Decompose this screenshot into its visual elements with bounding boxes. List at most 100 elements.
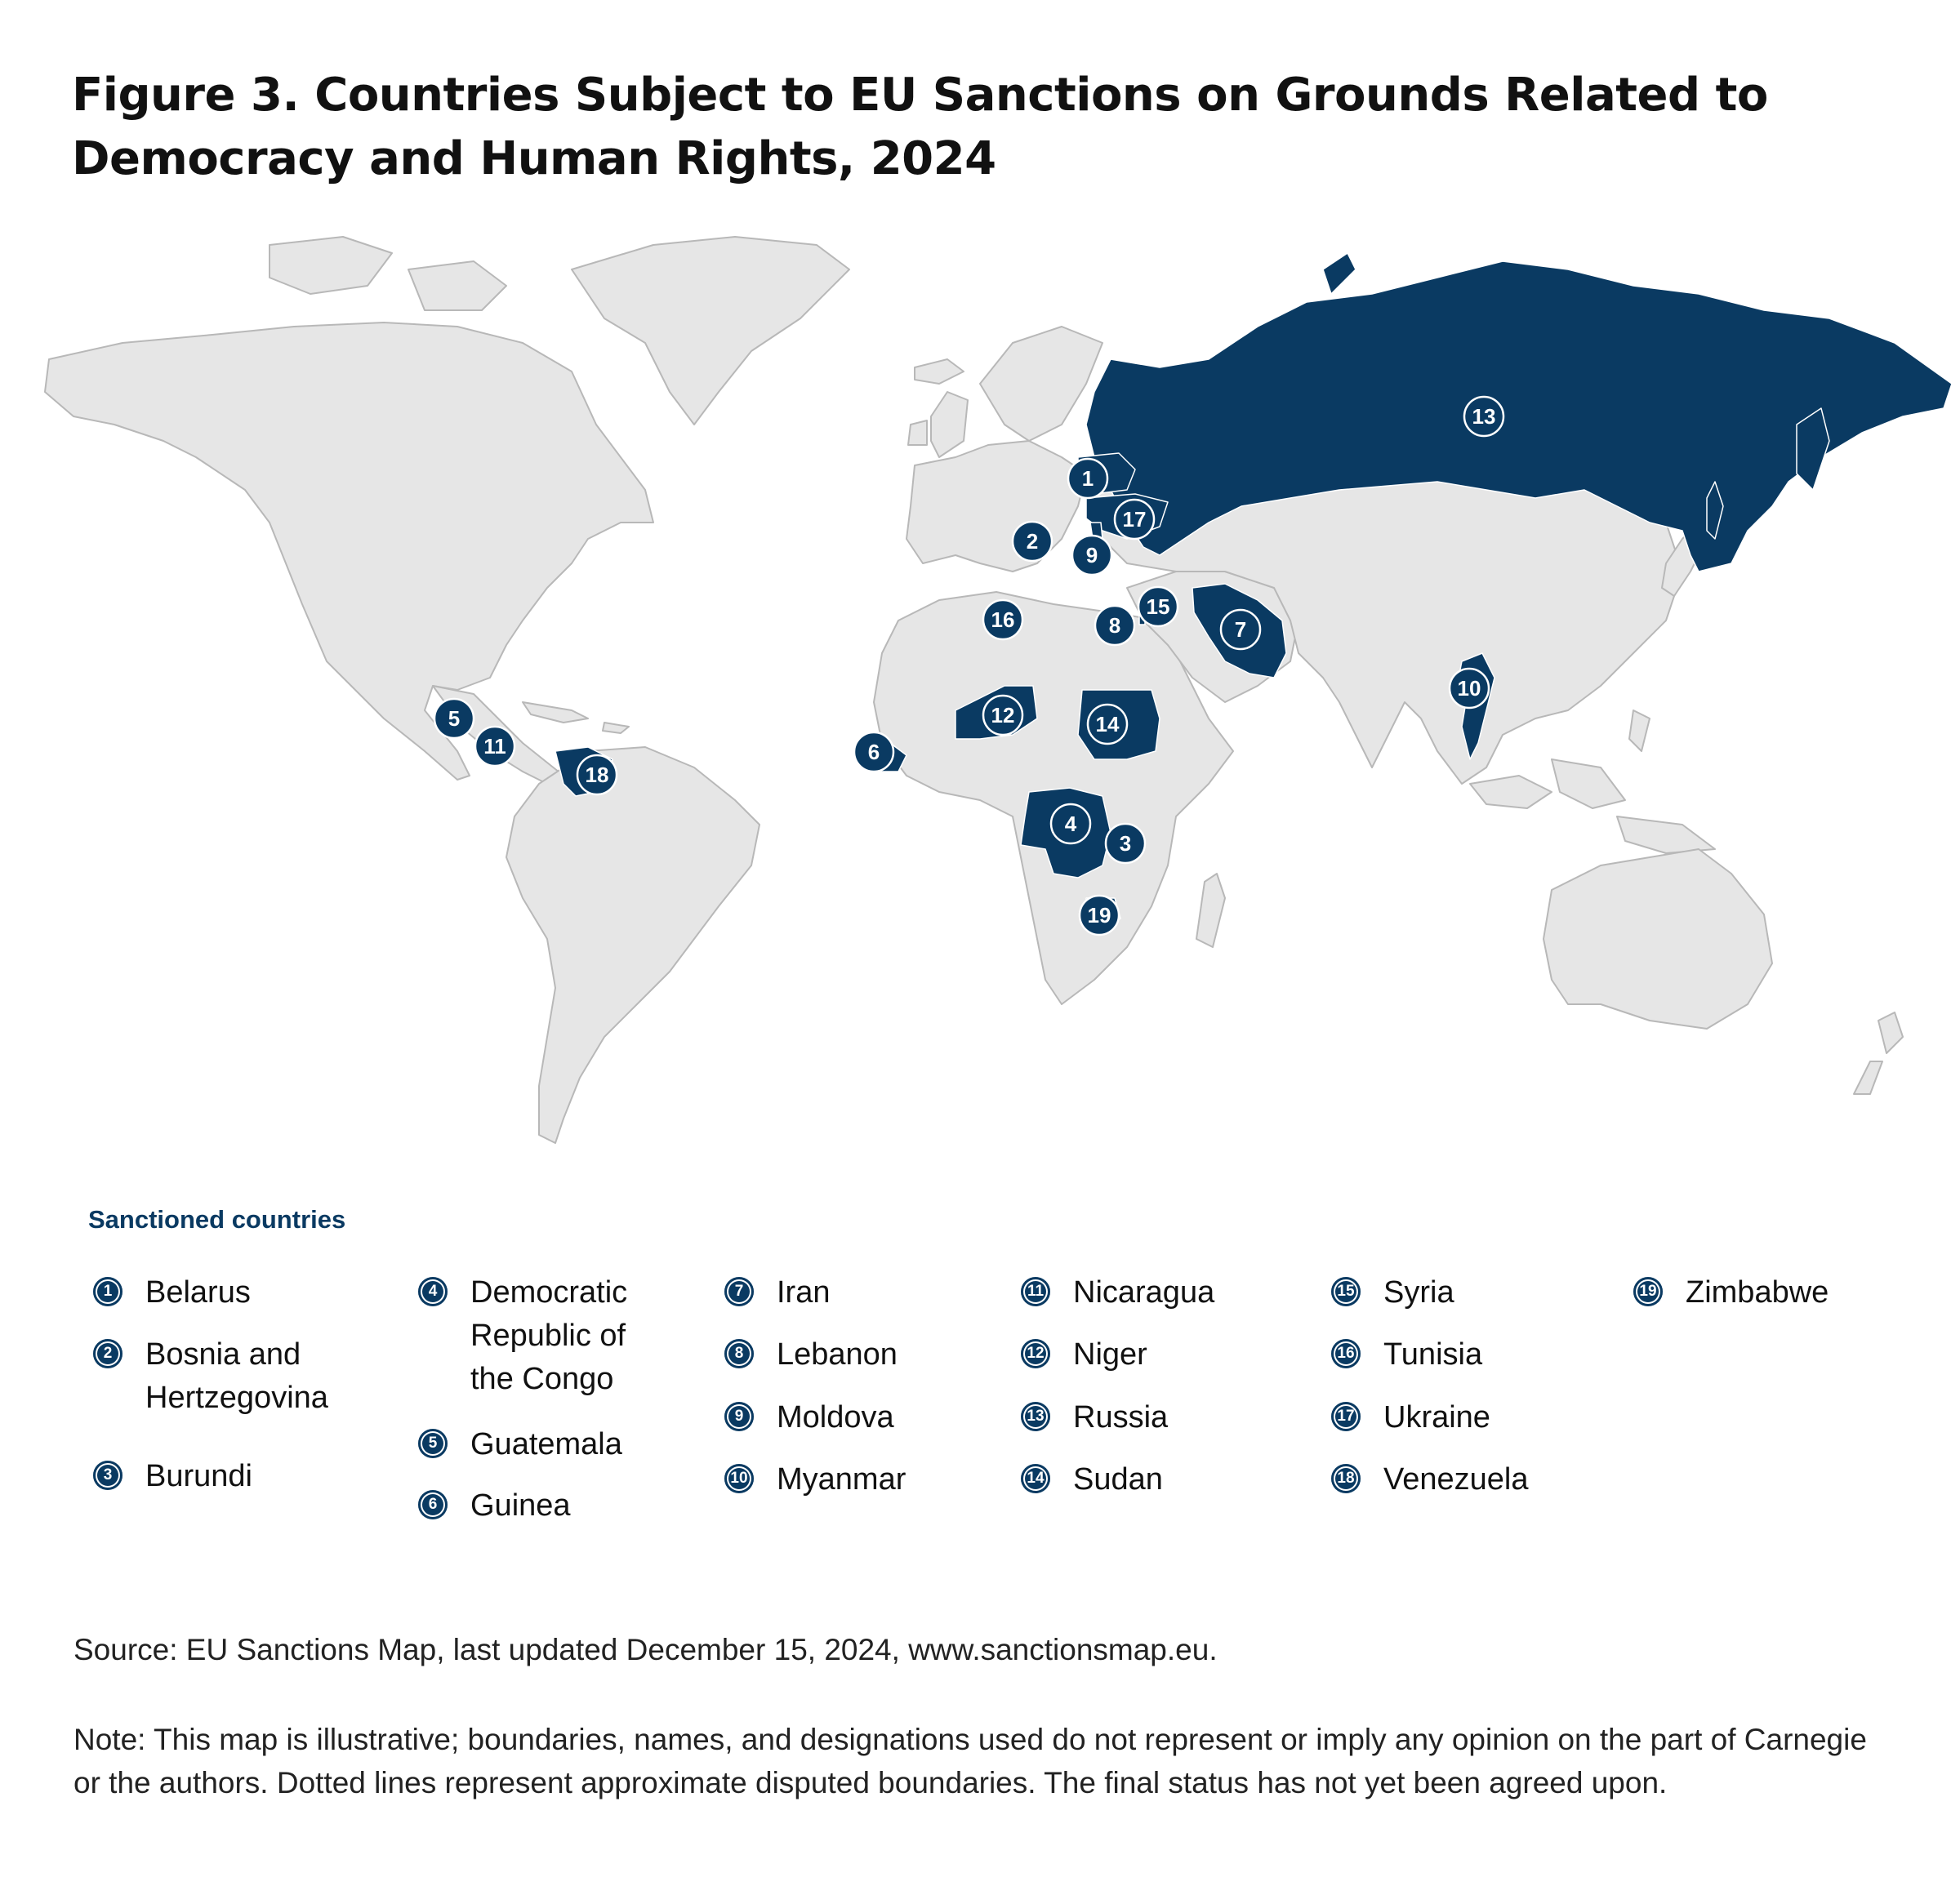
marker-7: 7 [1219,608,1262,651]
legend-item-bosnia: 2 Bosnia and Hertzegovina [93,1333,390,1420]
legend-item-venezuela: 18 Venezuela [1331,1458,1596,1501]
legend-badge: 6 [418,1490,448,1519]
legend-label: Lebanon [777,1337,898,1372]
marker-11: 11 [474,725,516,767]
legend-label: Democratic Republic of the Congo [470,1275,628,1396]
legend-item-iran: 7 Iran [724,1271,989,1314]
marker-1-label: 1 [1082,466,1094,491]
legend-badge: 18 [1331,1464,1361,1493]
note-text: Note: This map is illustrative; boundari… [74,1723,1867,1799]
marker-14-label: 14 [1096,712,1120,736]
marker-2: 2 [1011,520,1054,563]
legend-item-moldova: 9 Moldova [724,1396,989,1439]
legend-item-nicaragua: 11 Nicaragua [1021,1271,1285,1314]
legend-badge: 10 [724,1464,754,1493]
legend-label: Myanmar [777,1462,906,1497]
marker-17-label: 17 [1123,507,1147,532]
legend-item-syria: 15 Syria [1331,1271,1596,1314]
legend-item-burundi: 3 Burundi [93,1455,399,1498]
marker-5-label: 5 [448,706,460,731]
marker-17: 17 [1113,498,1156,540]
marker-14: 14 [1086,703,1129,745]
legend-badge: 13 [1021,1402,1050,1431]
marker-9: 9 [1071,534,1113,576]
marker-4-label: 4 [1065,812,1077,836]
australia [1543,848,1773,1030]
marker-15: 15 [1137,585,1179,628]
legend-badge: 4 [418,1277,448,1306]
uk-ireland [907,391,969,458]
marker-6: 6 [853,731,895,773]
legend-label: Syria [1383,1275,1454,1310]
legend-badge: 5 [418,1429,448,1458]
marker-8: 8 [1094,604,1136,647]
marker-8-label: 8 [1109,613,1120,638]
marker-12: 12 [982,694,1024,736]
russia-shape [1085,260,1953,572]
legend-badge: 11 [1021,1277,1050,1306]
legend-item-guinea: 6 Guinea [418,1484,683,1528]
legend-label: Moldova [777,1400,894,1435]
new-zealand [1853,1012,1904,1095]
marker-3-label: 3 [1120,831,1131,856]
marker-15-label: 15 [1147,594,1170,619]
marker-2-label: 2 [1027,529,1038,554]
marker-16-label: 16 [991,607,1015,632]
caribbean [522,701,630,734]
legend-label: Iran [777,1275,831,1310]
legend-item-niger: 12 Niger [1021,1333,1285,1377]
marker-19: 19 [1078,894,1120,936]
marker-5: 5 [433,697,475,740]
legend-label: Sudan [1073,1462,1163,1497]
legend-heading: Sanctioned countries [88,1205,346,1234]
marker-10-label: 10 [1458,676,1481,701]
marker-7-label: 7 [1235,617,1246,642]
legend-badge: 7 [724,1277,754,1306]
madagascar [1196,873,1226,948]
legend-label: Zimbabwe [1686,1275,1829,1310]
iceland [914,358,964,385]
legend-item-lebanon: 8 Lebanon [724,1333,989,1377]
legend-item-myanmar: 10 Myanmar [724,1458,989,1501]
legend-label: Nicaragua [1073,1275,1215,1310]
world-map: 1 2 3 4 5 6 7 8 9 10 11 12 13 14 15 16 1… [44,236,1953,1144]
legend-badge: 2 [93,1339,122,1368]
marker-11-label: 11 [483,734,506,758]
marker-1: 1 [1067,457,1109,500]
marker-3: 3 [1104,822,1147,865]
legend-label: Venezuela [1383,1462,1529,1497]
legend-badge: 16 [1331,1339,1361,1368]
legend-item-belarus: 1 Belarus [93,1271,399,1314]
legend-badge: 3 [93,1461,122,1490]
legend-item-guatemala: 5 Guatemala [418,1423,683,1466]
marker-6-label: 6 [868,740,880,764]
scandinavia [979,326,1103,442]
map-markers: 1 2 3 4 5 6 7 8 9 10 11 12 13 14 15 16 1… [433,395,1505,936]
legend-label: Guatemala [470,1427,622,1461]
kamchatka [1796,407,1830,491]
legend-badge: 19 [1633,1277,1663,1306]
legend-badge: 15 [1331,1277,1361,1306]
marker-19-label: 19 [1088,903,1111,927]
figure-title: Figure 3. Countries Subject to EU Sancti… [72,69,1768,185]
marker-10: 10 [1448,667,1490,710]
sakhalin [1706,481,1724,540]
legend-item-drc: 4 Democratic Republic of the Congo [418,1271,658,1401]
marker-4: 4 [1049,803,1092,845]
legend-badge: 12 [1021,1339,1050,1368]
marker-16: 16 [982,598,1024,641]
legend-label: Guinea [470,1488,571,1523]
legend-label: Ukraine [1383,1400,1490,1435]
source-text: Source: EU Sanctions Map, last updated D… [74,1633,1218,1666]
legend-badge: 17 [1331,1402,1361,1431]
legend-label: Tunisia [1383,1337,1483,1372]
novaya-zemlya [1322,252,1356,295]
greenland [571,236,850,425]
legend-badge: 1 [93,1277,122,1306]
legend-badge: 8 [724,1339,754,1368]
south-america [506,746,760,1144]
southeast-asia-islands [1469,710,1716,854]
sanctioned-layer [444,252,1953,932]
canadian-islands [269,236,507,311]
legend-item-sudan: 14 Sudan [1021,1458,1285,1501]
